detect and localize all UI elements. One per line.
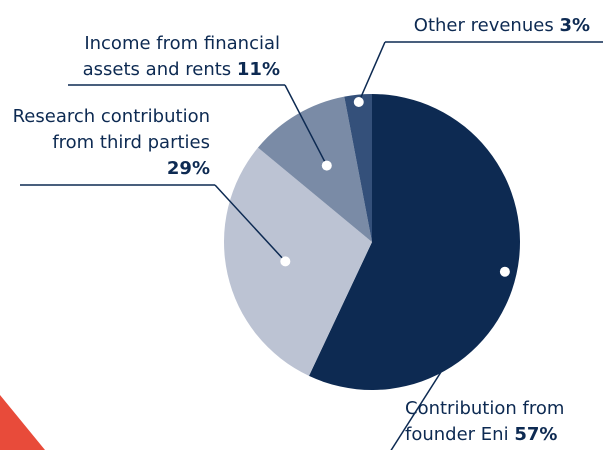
value-label: 57% [514, 424, 558, 445]
pie-slice [257, 96, 372, 242]
category-name: Income from financial assets and rents [82, 33, 280, 80]
category-name: Research contribution from third parties [12, 106, 210, 153]
slice-label: Income from financial assets and rents 1… [30, 31, 280, 83]
leader-dot [280, 256, 291, 267]
pie-slice [223, 147, 372, 376]
slice-label: Other revenues 3% [300, 13, 590, 39]
slice-label: Contribution from founder Eni 57% [405, 396, 600, 448]
value-label: 29% [166, 158, 210, 179]
slice-label: Research contribution from third parties… [10, 104, 210, 182]
leader-line [284, 84, 328, 166]
value-label: 11% [236, 59, 280, 80]
leader-dot [499, 266, 510, 277]
leader-dot [353, 97, 364, 108]
pie-slice [308, 94, 521, 390]
value-label: 3% [559, 15, 590, 36]
category-name: Other revenues [413, 15, 554, 36]
decoration [0, 395, 45, 450]
leader-line [214, 184, 286, 262]
leader-dot [321, 160, 332, 171]
pie-slice [344, 94, 372, 242]
category-name: Contribution from founder Eni [405, 398, 565, 445]
leader-line [358, 41, 386, 103]
leader-line [390, 271, 506, 450]
